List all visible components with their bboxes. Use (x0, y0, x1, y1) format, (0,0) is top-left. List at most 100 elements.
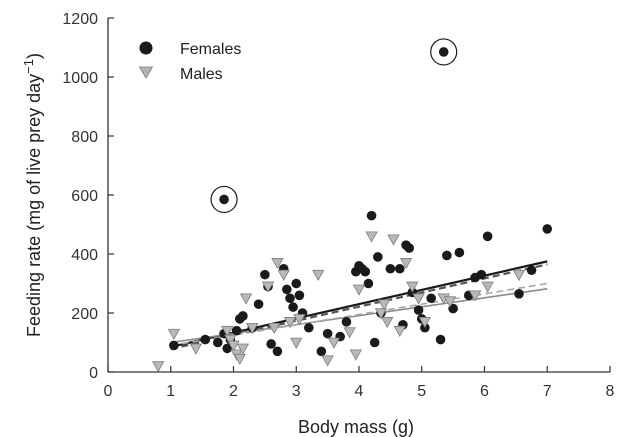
point-females (369, 337, 380, 348)
point-females (253, 299, 264, 309)
y-axis-title-close: ) (24, 53, 44, 59)
x-tick-label: 6 (480, 383, 489, 400)
point-females (360, 266, 371, 277)
point-males (290, 337, 303, 349)
point-females (219, 194, 229, 205)
point-males (365, 231, 378, 243)
point-females (238, 311, 248, 321)
point-females (413, 305, 424, 315)
point-females (373, 252, 383, 262)
point-females (213, 337, 223, 348)
point-males (236, 343, 250, 355)
point-females (542, 224, 553, 234)
point-males (321, 355, 334, 367)
point-females (426, 293, 436, 304)
x-axis-title: Body mass (g) (298, 417, 414, 437)
point-males (224, 334, 237, 346)
legend-marker-females (139, 41, 153, 55)
legend-label-females: Females (180, 41, 241, 58)
point-females (200, 334, 211, 345)
point-males (343, 327, 356, 339)
point-males (481, 281, 494, 293)
point-males (293, 314, 306, 326)
point-males (246, 322, 259, 335)
x-tick-label: 1 (166, 383, 175, 400)
data-points-layer (152, 47, 553, 373)
y-tick-label: 400 (71, 247, 98, 264)
point-females (231, 325, 242, 336)
point-males (271, 258, 284, 270)
point-males (399, 258, 413, 270)
legend-marker-males (138, 66, 154, 79)
point-males (387, 234, 400, 246)
point-males (312, 269, 325, 281)
point-males (233, 353, 246, 366)
point-females (482, 231, 493, 242)
point-females (341, 317, 352, 327)
point-males (239, 293, 253, 305)
point-males (327, 337, 341, 349)
y-axis-title: Feeding rate (mg of live prey day−1) (21, 53, 44, 337)
x-tick-label: 2 (229, 383, 238, 400)
point-females (288, 302, 298, 312)
point-females (476, 269, 487, 280)
point-males (152, 361, 165, 373)
point-males (377, 299, 391, 311)
y-ticks: 0 200 400 600 800 1000 1200 (62, 11, 114, 382)
outlier-ring (430, 38, 458, 66)
point-females (404, 243, 415, 253)
point-females (169, 340, 179, 351)
y-tick-label: 1200 (62, 11, 98, 28)
x-tick-label: 3 (292, 383, 301, 400)
point-females (454, 247, 465, 258)
x-tick-label: 4 (355, 383, 364, 400)
point-females (272, 346, 283, 357)
point-females (385, 263, 396, 274)
point-males (512, 269, 526, 281)
point-males (352, 284, 366, 296)
point-females (222, 343, 233, 354)
point-males (268, 322, 281, 335)
point-males (381, 317, 394, 329)
x-tick-label: 0 (104, 383, 113, 400)
y-axis-title-superscript: −1 (21, 59, 36, 74)
point-females (514, 289, 524, 299)
point-females (438, 47, 449, 57)
point-females (266, 339, 276, 349)
y-tick-label: 200 (71, 306, 98, 323)
point-females (291, 278, 302, 289)
y-axis-title-main: Feeding rate (mg of live prey day (24, 74, 44, 337)
point-females (316, 346, 327, 357)
point-females (294, 290, 305, 301)
point-males (221, 325, 234, 338)
legend: Females Males (138, 41, 241, 83)
point-females (394, 263, 405, 274)
point-females (285, 293, 295, 304)
y-tick-label: 0 (89, 365, 98, 382)
point-females (442, 250, 452, 261)
point-males (167, 328, 181, 340)
point-males (468, 290, 482, 302)
point-females (526, 265, 537, 276)
point-females (322, 328, 333, 339)
point-males (227, 340, 240, 352)
point-males (189, 343, 203, 355)
point-females (304, 322, 314, 333)
point-males (283, 317, 297, 329)
point-males (277, 269, 290, 281)
legend-label-males: Males (180, 66, 223, 83)
point-males (406, 281, 419, 293)
point-females (363, 278, 374, 289)
point-females (435, 334, 446, 345)
point-males (443, 296, 457, 308)
x-tick-label: 7 (543, 383, 552, 400)
y-tick-label: 800 (71, 129, 98, 146)
x-ticks: 0 1 2 3 4 5 6 7 8 (104, 366, 615, 400)
x-tick-label: 5 (417, 383, 426, 400)
y-tick-label: 600 (71, 188, 98, 205)
outlier-circles-layer (210, 38, 458, 214)
x-tick-label: 8 (606, 383, 615, 400)
y-tick-label: 1000 (62, 70, 98, 87)
point-males (412, 293, 425, 305)
